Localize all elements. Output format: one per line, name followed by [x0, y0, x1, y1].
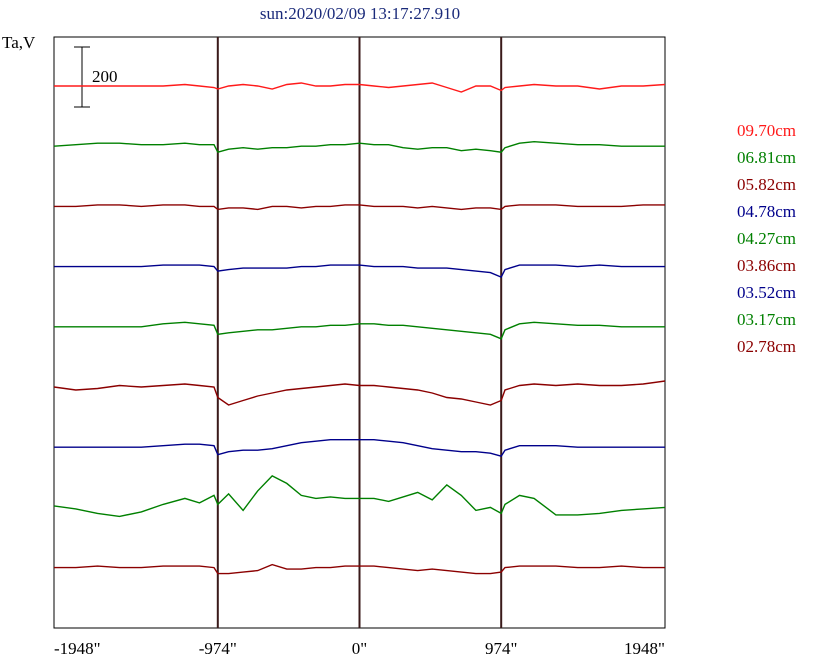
legend-entry-6: 03.52cm: [737, 283, 796, 302]
x-tick-labels: -1948" -974" 0" 974" 1948": [54, 639, 665, 658]
vertical-markers: [216, 37, 503, 628]
series-line-2: [54, 204, 665, 211]
legend: 09.70cm 06.81cm 05.82cm 04.78cm 04.27cm 03.86…: [737, 121, 796, 356]
legend-entry-1: 06.81cm: [737, 148, 796, 167]
scale-bar-label: 200: [92, 67, 118, 86]
legend-entry-5: 03.86cm: [737, 256, 796, 275]
chart-title: sun:2020/02/09 13:17:27.910: [260, 4, 460, 23]
x-tick-label-3: 974": [485, 639, 517, 658]
x-tick-label-1: -974": [199, 639, 237, 658]
legend-entry-4: 04.27cm: [737, 229, 796, 248]
legend-entry-2: 05.82cm: [737, 175, 796, 194]
legend-entry-3: 04.78cm: [737, 202, 796, 221]
legend-entry-7: 03.17cm: [737, 310, 796, 329]
scale-bar: 200: [74, 46, 118, 108]
series-line-6: [54, 439, 665, 458]
series-line-7: [53, 475, 666, 518]
series-line-3: [54, 264, 665, 278]
series-line-8: [54, 563, 665, 575]
series-line-0: [54, 82, 666, 93]
x-tick-label-4: 1948": [624, 639, 665, 658]
x-tick-label-0: -1948": [54, 639, 101, 658]
x-tick-label-2: 0": [352, 639, 367, 658]
series-line-4: [54, 321, 665, 340]
series-line-5: [53, 380, 666, 406]
y-axis-label: Ta,V: [2, 33, 36, 52]
legend-entry-0: 09.70cm: [737, 121, 796, 140]
legend-entry-8: 02.78cm: [737, 337, 796, 356]
series-lines: [53, 82, 666, 575]
series-line-1: [53, 140, 665, 154]
